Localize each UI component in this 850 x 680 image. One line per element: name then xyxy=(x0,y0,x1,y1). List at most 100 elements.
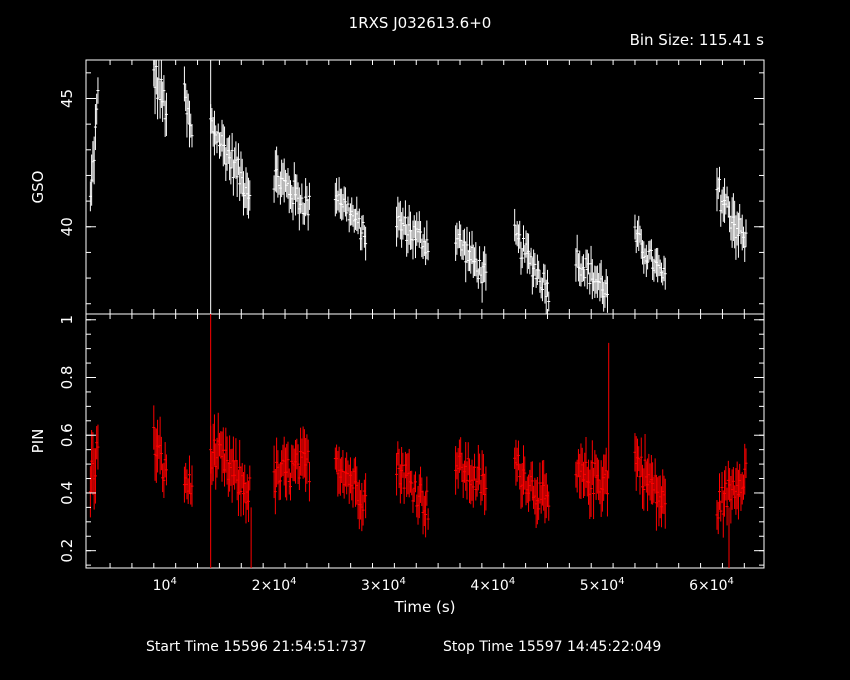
data-point xyxy=(162,75,166,107)
data-point xyxy=(425,220,429,260)
data-point xyxy=(156,77,160,120)
data-point xyxy=(587,253,591,275)
data-point xyxy=(225,436,229,485)
data-point xyxy=(575,234,579,268)
data-point xyxy=(465,461,469,500)
data-point xyxy=(190,124,194,148)
data-point xyxy=(545,269,549,297)
data-point xyxy=(364,226,368,261)
data-point xyxy=(221,427,225,474)
data-point xyxy=(248,465,252,491)
data-point xyxy=(744,219,748,247)
data-point xyxy=(93,104,97,151)
data-point xyxy=(162,462,166,498)
x-tick-label: 6×104 xyxy=(689,576,734,594)
data-point xyxy=(231,159,235,196)
data-point xyxy=(478,246,482,275)
data-point xyxy=(516,440,520,471)
x-axis-label: Time (s) xyxy=(394,598,456,616)
data-point xyxy=(474,242,478,277)
data-point xyxy=(592,467,596,520)
bin-size-label: Bin Size: 115.41 s xyxy=(630,31,765,49)
data-point xyxy=(743,231,747,262)
data-point xyxy=(157,60,161,99)
data-point xyxy=(212,414,216,466)
data-point xyxy=(547,291,551,312)
data-point xyxy=(425,476,429,506)
data-point xyxy=(426,508,430,530)
data-point xyxy=(529,247,533,266)
data-point xyxy=(360,215,364,251)
data-point xyxy=(544,279,548,314)
data-point xyxy=(291,186,295,221)
data-point xyxy=(307,461,311,502)
data-point xyxy=(247,480,251,523)
data-point xyxy=(164,454,168,486)
start-time: Start Time 15596 21:54:51:737 xyxy=(146,639,367,655)
data-point xyxy=(540,277,544,302)
data-point xyxy=(190,465,194,507)
stop-time: Stop Time 15597 14:45:22:049 xyxy=(443,639,661,655)
data-point xyxy=(725,487,729,526)
data-point xyxy=(476,268,480,289)
data-point xyxy=(642,468,646,511)
data-point xyxy=(426,242,430,261)
data-point xyxy=(410,470,414,496)
pin-panel: 0.2 0.4 0.6 0.8 1 104 2×104 3×104 4×104 5×104 6×10… xyxy=(29,313,765,594)
data-point xyxy=(152,405,156,450)
x-tick-label: 4×104 xyxy=(470,576,515,594)
data-point xyxy=(484,466,488,511)
data-point xyxy=(471,466,475,508)
data-point xyxy=(663,478,667,529)
data-point xyxy=(633,214,637,240)
data-point xyxy=(296,444,300,485)
data-point xyxy=(95,93,99,125)
data-point xyxy=(744,448,748,479)
data-point xyxy=(473,453,477,481)
data-point xyxy=(231,436,235,486)
data-point xyxy=(584,436,588,488)
data-point xyxy=(643,433,647,487)
data-point xyxy=(588,272,592,295)
data-point xyxy=(361,214,365,231)
data-point xyxy=(164,92,168,137)
y-tick-label: 45 xyxy=(58,89,76,108)
data-point xyxy=(395,453,399,496)
data-point xyxy=(159,60,163,108)
data-point xyxy=(306,198,310,231)
data-point xyxy=(230,132,234,169)
gso-data-points xyxy=(88,60,748,314)
data-point xyxy=(346,196,350,212)
data-point xyxy=(547,491,551,521)
data-point xyxy=(236,143,240,176)
data-point xyxy=(533,252,537,276)
data-point xyxy=(357,208,361,229)
data-point xyxy=(345,204,349,222)
data-point xyxy=(235,156,239,198)
data-point xyxy=(93,448,97,504)
data-point xyxy=(724,466,728,501)
pin-axes: 0.2 0.4 0.6 0.8 1 104 2×104 3×104 4×104 5×104 6×10… xyxy=(58,314,764,594)
data-point xyxy=(96,77,100,104)
data-point xyxy=(278,462,282,500)
gso-panel: 40 45 GSO xyxy=(29,59,765,315)
data-point xyxy=(478,453,482,485)
data-point xyxy=(589,460,593,517)
data-point xyxy=(223,126,227,165)
data-point xyxy=(605,276,609,313)
data-point xyxy=(649,239,653,262)
data-point xyxy=(522,225,526,252)
data-point xyxy=(719,500,723,522)
data-point xyxy=(351,468,355,508)
data-point xyxy=(248,180,252,211)
data-point xyxy=(663,257,667,290)
data-point xyxy=(187,455,191,495)
x-tick-label: 2×104 xyxy=(252,576,297,594)
data-point xyxy=(718,166,722,193)
pin-data-points xyxy=(88,314,748,568)
data-point xyxy=(583,268,587,287)
gso-axes: 40 45 xyxy=(58,60,764,314)
data-point xyxy=(590,440,594,486)
data-point xyxy=(306,439,310,464)
